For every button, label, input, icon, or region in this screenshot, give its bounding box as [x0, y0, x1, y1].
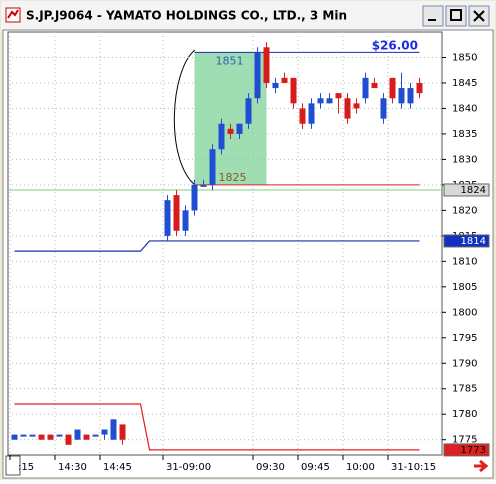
y-tick-label: 1790	[452, 358, 477, 369]
x-tick-label: 10:00	[346, 462, 375, 473]
candle-body	[29, 434, 36, 437]
candle-body	[344, 98, 351, 119]
price-marker-label: 1824	[461, 185, 486, 196]
candle-body	[263, 47, 270, 83]
y-tick-label: 1795	[452, 333, 477, 344]
candle-body	[407, 88, 414, 104]
candle-body	[74, 429, 81, 440]
window-title: S.JP.J9064 - YAMATO HOLDINGS CO., LTD., …	[26, 9, 347, 23]
maximize-button[interactable]	[445, 5, 467, 27]
candle-body	[110, 419, 117, 440]
candle-body	[371, 82, 378, 89]
x-tick-label: 14:45	[103, 462, 132, 473]
candle-body	[164, 200, 171, 236]
candle-body	[38, 434, 45, 440]
candle-body	[236, 123, 243, 134]
candle-body	[272, 82, 279, 89]
candle-body	[47, 434, 54, 440]
y-tick-label: 1835	[452, 129, 477, 140]
candle-body	[101, 429, 108, 435]
y-tick-label: 1785	[452, 384, 477, 395]
range-bottom-label: 1825	[219, 171, 247, 184]
candle-body	[83, 434, 90, 440]
y-tick-label: 1840	[452, 103, 477, 114]
candle-body	[254, 52, 261, 99]
candle-body	[245, 98, 252, 124]
candle-body	[389, 77, 396, 99]
candle-body	[218, 123, 225, 150]
candle-body	[299, 108, 306, 124]
candle-body	[317, 98, 324, 104]
app-icon	[5, 7, 21, 23]
selection-arc	[173, 49, 196, 186]
x-tick-label: 09:45	[301, 462, 330, 473]
indicator-line	[14, 240, 420, 252]
price-marker	[443, 183, 490, 197]
x-tick-label: 14:30	[58, 462, 87, 473]
range-top-label: 1851	[216, 54, 244, 67]
y-tick-label: 1845	[452, 78, 477, 89]
candle-body	[182, 210, 189, 231]
y-tick-label: 1820	[452, 205, 477, 216]
x-tick-label: 09:30	[256, 462, 285, 473]
candle-body	[200, 184, 207, 187]
x-tick-label: 31-10:15	[391, 462, 436, 473]
title-bar	[1, 1, 495, 30]
candle-body	[362, 77, 369, 99]
candle-body	[326, 98, 333, 104]
y-tick-label: 1780	[452, 409, 477, 420]
candle-body	[65, 434, 72, 445]
x-tick-label: :15	[18, 462, 34, 473]
candle-body	[119, 424, 126, 440]
x-tick-label: 31-09:00	[166, 462, 211, 473]
candle-body	[173, 195, 180, 231]
candle-body	[335, 93, 342, 99]
candle-body	[227, 128, 234, 134]
candle-body	[398, 88, 405, 104]
price-marker	[443, 443, 490, 457]
price-marker-label: 1773	[461, 445, 486, 456]
y-tick-label: 1775	[452, 435, 477, 446]
y-tick-label: 1810	[452, 256, 477, 267]
candle-body	[92, 434, 99, 437]
price-marker-label: 1814	[461, 236, 486, 247]
price-marker	[443, 234, 490, 248]
candle-body	[56, 434, 63, 437]
scroll-arrow[interactable]	[474, 459, 489, 473]
candle-body	[380, 98, 387, 119]
close-button[interactable]	[468, 5, 490, 27]
candle-body	[416, 82, 423, 94]
minimize-button[interactable]	[422, 5, 444, 27]
candle-body	[191, 184, 198, 211]
candle-body	[290, 77, 297, 104]
range-label: $26.00	[372, 39, 418, 53]
candle-body	[281, 77, 288, 83]
candle-body	[20, 434, 27, 437]
candle-body	[209, 149, 216, 185]
y-tick-label: 1830	[452, 154, 477, 165]
scroll-box[interactable]	[5, 455, 21, 476]
indicator-line	[14, 403, 420, 451]
chart-layer: 1775178017851790179518001805181018151820…	[8, 32, 490, 473]
candle-body	[353, 103, 360, 109]
y-tick-label: 1850	[452, 52, 477, 63]
candle-body	[11, 434, 18, 440]
candle-body	[308, 103, 315, 124]
y-tick-label: 1805	[452, 282, 477, 293]
y-tick-label: 1800	[452, 307, 477, 318]
